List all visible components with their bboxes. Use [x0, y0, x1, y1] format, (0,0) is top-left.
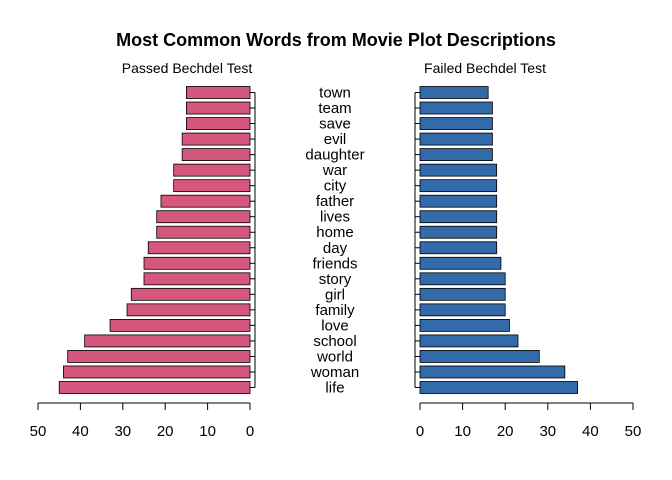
passed-bar-woman — [63, 365, 251, 379]
word-label-save: save — [319, 116, 351, 133]
failed-bar-family — [419, 303, 506, 317]
passed-bar-war — [173, 163, 251, 177]
word-label-team: team — [318, 100, 351, 117]
failed-bar-story — [419, 272, 506, 286]
failed-bar-life — [419, 381, 579, 394]
word-label-woman: woman — [310, 364, 359, 381]
panel-title-failed: Failed Bechdel Test — [424, 60, 546, 76]
passed-bar-girl — [130, 287, 251, 301]
word-label-evil: evil — [324, 131, 347, 148]
passed-bar-lives — [156, 210, 251, 224]
word-label-love: love — [321, 317, 349, 334]
word-label-day: day — [323, 240, 348, 257]
failed-tick-label: 10 — [454, 423, 471, 440]
passed-bar-friends — [143, 256, 251, 270]
failed-tick-label: 40 — [582, 423, 599, 440]
word-label-father: father — [316, 193, 354, 210]
word-label-story: story — [319, 271, 352, 288]
passed-tick-label: 50 — [30, 423, 47, 440]
passed-bar-evil — [181, 132, 251, 146]
word-label-world: world — [316, 348, 353, 365]
failed-bar-daughter — [419, 148, 493, 162]
passed-bar-city — [173, 179, 251, 193]
failed-bar-day — [419, 241, 498, 255]
passed-bar-life — [58, 381, 251, 394]
passed-bar-love — [109, 318, 251, 332]
word-labels: lifewomanworldschoollovefamilygirlstoryf… — [305, 85, 364, 397]
passed-bar-daughter — [181, 148, 251, 162]
passed-bar-story — [143, 272, 251, 286]
passed-bar-family — [126, 303, 251, 317]
word-label-daughter: daughter — [305, 147, 364, 164]
failed-bar-lives — [419, 210, 498, 224]
failed-bar-city — [419, 179, 498, 193]
failed-bar-town — [419, 86, 489, 99]
failed-panel: 0 10 20 30 40 50 — [414, 86, 642, 440]
panel-title-passed: Passed Bechdel Test — [122, 60, 253, 76]
failed-bar-team — [419, 101, 493, 115]
word-label-life: life — [325, 380, 344, 397]
passed-tick-label: 20 — [157, 423, 174, 440]
word-label-friends: friends — [312, 255, 357, 272]
word-label-city: city — [324, 178, 347, 195]
failed-bar-war — [419, 163, 498, 177]
failed-bar-world — [419, 350, 540, 363]
failed-bar-woman — [419, 365, 566, 379]
passed-tick-label: 40 — [72, 423, 89, 440]
failed-bar-school — [419, 334, 519, 348]
passed-bar-day — [147, 241, 251, 255]
failed-tick-label: 0 — [416, 423, 424, 440]
passed-bar-world — [67, 350, 251, 363]
passed-bar-town — [185, 86, 251, 99]
passed-bar-save — [185, 117, 251, 130]
failed-bar-father — [419, 194, 498, 208]
passed-bar-team — [185, 101, 251, 115]
failed-tick-label: 20 — [497, 423, 514, 440]
failed-tick-label: 30 — [539, 423, 556, 440]
failed-bar-save — [419, 117, 493, 130]
failed-bar-home — [419, 225, 498, 239]
failed-bar-friends — [419, 256, 502, 270]
word-label-school: school — [313, 333, 356, 350]
word-label-family: family — [315, 302, 355, 319]
failed-tick-label: 50 — [625, 423, 642, 440]
passed-tick-label: 0 — [246, 423, 254, 440]
failed-bar-girl — [419, 287, 506, 301]
word-label-lives: lives — [320, 209, 350, 226]
passed-bar-father — [160, 194, 251, 208]
failed-bar-love — [419, 318, 510, 332]
passed-panel: 0 10 20 30 40 50 — [30, 86, 256, 440]
word-label-home: home — [316, 224, 354, 241]
failed-bar-evil — [419, 132, 493, 146]
word-label-war: war — [322, 162, 347, 179]
passed-tick-label: 10 — [199, 423, 216, 440]
passed-tick-label: 30 — [114, 423, 131, 440]
chart-title: Most Common Words from Movie Plot Descri… — [116, 30, 556, 50]
passed-bar-home — [156, 225, 251, 239]
passed-bar-school — [84, 334, 251, 348]
word-label-girl: girl — [325, 286, 345, 303]
word-label-town: town — [319, 85, 351, 102]
